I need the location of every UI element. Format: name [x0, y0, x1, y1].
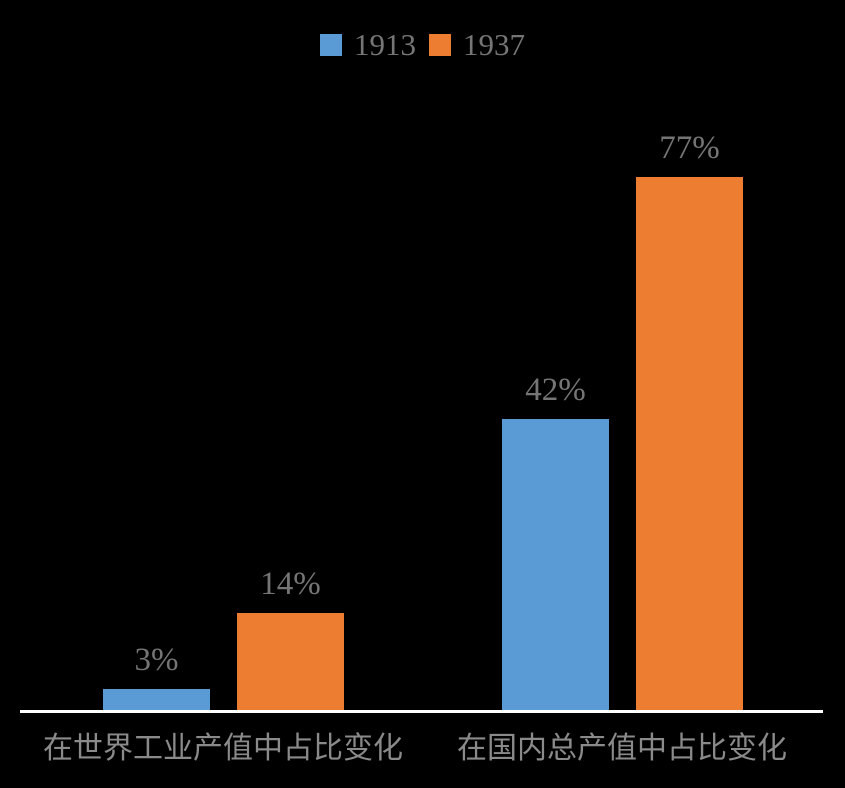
legend-series-label: 1913: [354, 27, 416, 62]
legend-item-1913: 1913: [320, 29, 416, 60]
category-label-2: 在国内总产值中占比变化: [457, 732, 787, 765]
bar-value-label: 3%: [134, 642, 179, 678]
legend-item-1937: 1937: [429, 29, 525, 60]
legend-swatch-1937: [429, 33, 451, 56]
bar-value-label: 77%: [659, 130, 720, 166]
bar-value-label: 42%: [525, 372, 586, 408]
bar-1937-group1: [237, 613, 344, 710]
x-axis-line: [20, 710, 823, 713]
bar-value-label: 14%: [260, 566, 321, 602]
chart-legend: 1913 1937: [0, 29, 845, 60]
bar-1937-group2: [636, 177, 743, 710]
legend-swatch-1913: [320, 33, 342, 56]
bar-1913-group2: [502, 419, 609, 710]
legend-series-label: 1937: [463, 27, 525, 62]
bar-1913-group1: [103, 689, 210, 710]
category-label-1: 在世界工业产值中占比变化: [43, 732, 403, 765]
